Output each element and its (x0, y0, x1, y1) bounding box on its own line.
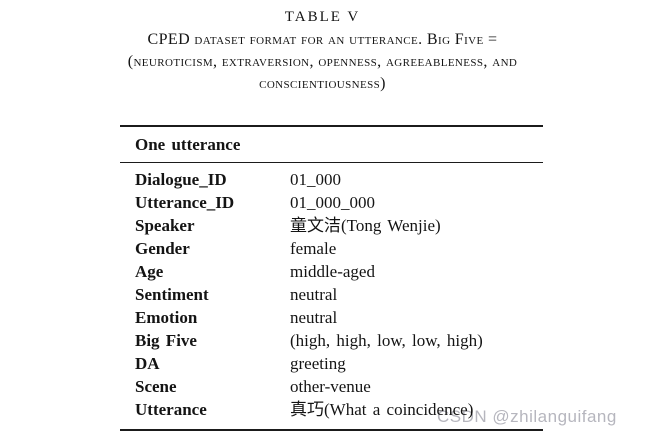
table-number: TABLE V (284, 9, 361, 25)
field-value: middle-aged (290, 262, 375, 281)
table-row: Dialogue_ID 01_000 (120, 168, 543, 191)
field-value: (high, high, low, low, high) (290, 331, 483, 350)
table-row: Utterance_ID 01_000_000 (120, 191, 543, 214)
field-value: 01_000 (290, 170, 341, 189)
field-value: 童文洁(Tong Wenjie) (290, 216, 441, 235)
field-name: Speaker (135, 216, 195, 235)
field-name: Utterance (135, 400, 207, 419)
field-name: Scene (135, 377, 177, 396)
field-value: 01_000_000 (290, 193, 375, 212)
field-value: neutral (290, 308, 338, 327)
table-row: Utterance 真巧(What a coincidence) (120, 398, 543, 421)
field-name: Dialogue_ID (135, 170, 227, 189)
table-row: Scene other-venue (120, 375, 543, 398)
field-name: Emotion (135, 308, 198, 327)
field-value: female (290, 239, 337, 258)
watermark: CSDN @zhilanguifang (437, 407, 617, 426)
bottom-rule (120, 429, 543, 431)
top-rule (120, 125, 543, 127)
field-value: 真巧(What a coincidence) (290, 400, 474, 419)
field-value: greeting (290, 354, 346, 373)
utterance-table: One utterance Dialogue_ID 01_000 Utteran… (120, 125, 543, 431)
mid-rule (120, 162, 543, 163)
field-name: Sentiment (135, 285, 209, 304)
caption-line-1: CPED dataset format for an utterance. Bi… (147, 31, 498, 48)
table-row: Gender female (120, 237, 543, 260)
caption-line-3: conscientiousness) (259, 75, 386, 92)
table-row: DA greeting (120, 352, 543, 375)
field-value: neutral (290, 285, 338, 304)
field-name: DA (135, 354, 160, 373)
table-row: Speaker 童文洁(Tong Wenjie) (120, 214, 543, 237)
table-header: One utterance (135, 135, 241, 154)
table-rows: Dialogue_ID 01_000 Utterance_ID 01_000_0… (120, 163, 543, 429)
field-name: Utterance_ID (135, 193, 235, 212)
table-row: Sentiment neutral (120, 283, 543, 306)
field-name: Age (135, 262, 164, 281)
table-row: Emotion neutral (120, 306, 543, 329)
table-row: Age middle-aged (120, 260, 543, 283)
field-name: Gender (135, 239, 190, 258)
table-caption: TABLE V CPED dataset format for an utter… (0, 5, 645, 95)
table-row: Big Five (high, high, low, low, high) (120, 329, 543, 352)
field-value: other-venue (290, 377, 371, 396)
field-name: Big Five (135, 331, 197, 350)
caption-line-2: (neuroticism, extraversion, openness, ag… (127, 53, 518, 70)
